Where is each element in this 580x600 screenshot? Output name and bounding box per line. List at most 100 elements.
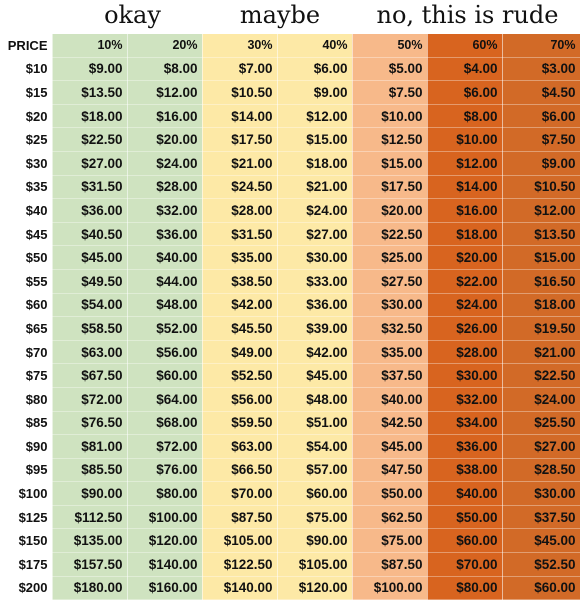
cell-10: $31.50 [52,175,128,200]
cell-40: $57.00 [277,458,353,483]
cell-40: $15.00 [277,127,353,152]
price-cell: $70 [0,340,53,365]
cell-20: $8.00 [127,57,203,82]
tier-header-maybe: maybe [239,1,321,29]
price-cell: $65 [0,316,53,341]
cell-60: $6.00 [427,80,503,105]
cell-30: $105.00 [202,528,278,554]
cell-50: $47.50 [352,458,428,483]
cell-20: $140.00 [127,552,203,577]
tier-header-okay: okay [104,1,161,29]
table-row: $70 $63.00 $56.00 $49.00 $42.00 $35.00 $28.00 $… [0,340,580,365]
cell-70: $12.00 [502,198,580,223]
cell-40: $30.00 [277,245,353,270]
cell-10: $36.00 [52,198,128,223]
cell-50: $37.50 [352,363,428,388]
cell-70: $15.00 [502,245,580,270]
cell-50: $42.50 [352,411,428,436]
price-cell: $90 [0,434,53,459]
price-cell: $85 [0,411,53,436]
column-header-40: 40% [277,34,353,58]
cell-70: $28.50 [502,458,580,483]
price-cell: $100 [0,481,53,506]
cell-10: $67.50 [52,363,128,388]
price-cell: $15 [0,80,53,105]
cell-50: $25.00 [352,245,428,270]
table-row: $40 $36.00 $32.00 $28.00 $24.00 $20.00 $16.00 $… [0,198,580,223]
cell-70: $21.00 [502,340,580,365]
cell-40: $33.00 [277,269,353,294]
cell-70: $22.50 [502,363,580,388]
cell-60: $10.00 [427,127,503,152]
cell-20: $72.00 [127,434,203,459]
cell-30: $31.50 [202,222,278,247]
price-cell: $45 [0,222,53,247]
cell-20: $56.00 [127,340,203,365]
cell-60: $16.00 [427,198,503,223]
cell-40: $36.00 [277,293,353,318]
cell-40: $60.00 [277,481,353,506]
column-header-70: 70% [502,34,580,58]
cell-20: $12.00 [127,80,203,105]
cell-70: $13.50 [502,222,580,247]
price-cell: $35 [0,175,53,200]
cell-30: $63.00 [202,434,278,459]
cell-50: $50.00 [352,481,428,506]
cell-30: $56.00 [202,387,278,412]
tip-table: PRICE 10% 20% 30% 40% 50% 60% 70% $10 $9.… [0,34,580,600]
cell-30: $87.50 [202,505,278,530]
cell-60: $8.00 [427,104,503,129]
column-header-10: 10% [52,34,128,58]
column-header-30: 30% [202,34,278,58]
cell-30: $52.50 [202,363,278,388]
cell-70: $7.50 [502,127,580,152]
cell-70: $16.50 [502,269,580,294]
cell-40: $18.00 [277,151,353,176]
cell-30: $14.00 [202,104,278,129]
price-cell: $50 [0,245,53,270]
table-row: $95 $85.50 $76.00 $66.50 $57.00 $47.50 $38.00 $… [0,458,580,483]
price-cell: $30 [0,151,53,176]
cell-60: $22.00 [427,269,503,294]
tip-table-body: $10 $9.00 $8.00 $7.00 $6.00 $5.00 $4.00 $3.00 $1… [0,57,580,600]
cell-20: $44.00 [127,269,203,294]
cell-20: $36.00 [127,222,203,247]
cell-10: $9.00 [52,57,128,82]
cell-10: $85.50 [52,458,128,483]
cell-20: $48.00 [127,293,203,318]
cell-60: $30.00 [427,363,503,388]
cell-30: $70.00 [202,481,278,506]
cell-60: $28.00 [427,340,503,365]
cell-40: $90.00 [277,528,353,554]
cell-40: $51.00 [277,411,353,436]
cell-40: $24.00 [277,198,353,223]
cell-20: $28.00 [127,175,203,200]
table-row: $175 $157.50 $140.00 $122.50 $105.00 $87.50 $7… [0,552,580,577]
cell-30: $10.50 [202,80,278,105]
cell-40: $45.00 [277,363,353,388]
cell-50: $75.00 [352,528,428,554]
cell-40: $48.00 [277,387,353,412]
cell-10: $22.50 [52,127,128,152]
cell-60: $14.00 [427,175,503,200]
table-row: $90 $81.00 $72.00 $63.00 $54.00 $45.00 $36.00 $… [0,434,580,459]
cell-50: $10.00 [352,104,428,129]
cell-10: $90.00 [52,481,128,506]
table-row: $45 $40.50 $36.00 $31.50 $27.00 $22.50 $18.00 $… [0,222,580,247]
cell-40: $42.00 [277,340,353,365]
cell-60: $70.00 [427,552,503,577]
cell-30: $24.50 [202,175,278,200]
cell-10: $112.50 [52,505,128,530]
table-row: $100 $90.00 $80.00 $70.00 $60.00 $50.00 $40.00… [0,481,580,506]
table-row: $55 $49.50 $44.00 $38.50 $33.00 $27.50 $22.00 $… [0,269,580,294]
cell-30: $21.00 [202,151,278,176]
price-cell: $60 [0,293,53,318]
cell-40: $6.00 [277,57,353,82]
cell-50: $35.00 [352,340,428,365]
cell-40: $105.00 [277,552,353,577]
cell-60: $4.00 [427,57,503,82]
cell-50: $62.50 [352,505,428,530]
cell-40: $9.00 [277,80,353,105]
cell-60: $18.00 [427,222,503,247]
cell-40: $39.00 [277,316,353,341]
